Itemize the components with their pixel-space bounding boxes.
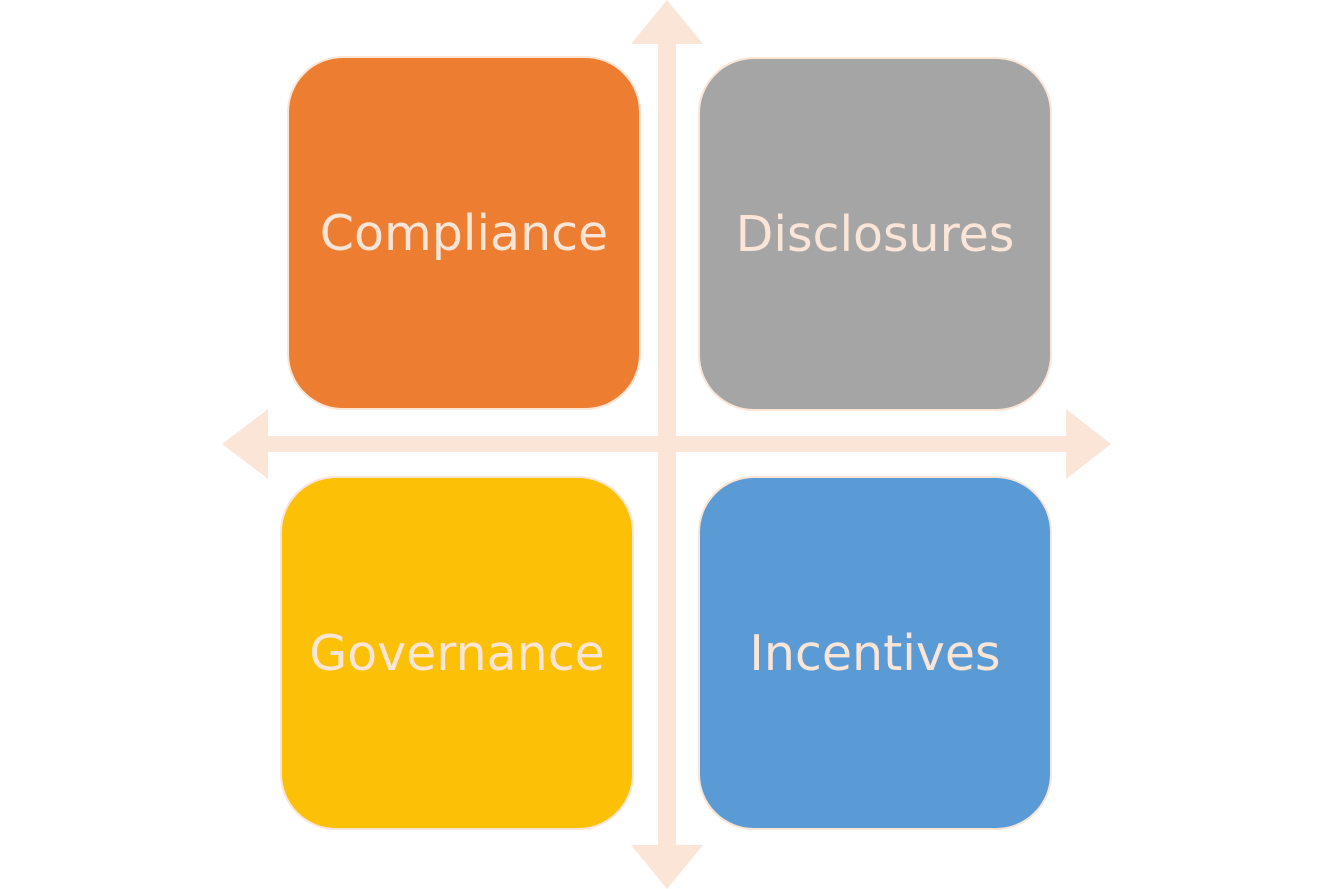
quadrant-label: Incentives	[749, 624, 1001, 682]
quadrant-label: Compliance	[319, 204, 609, 262]
quadrant-compliance: Compliance	[287, 56, 641, 410]
quadrant-label: Governance	[309, 624, 605, 682]
quadrant-label: Disclosures	[735, 205, 1015, 263]
horizontal-axis-arrow	[222, 409, 1111, 479]
quadrant-incentives: Incentives	[698, 476, 1052, 830]
quadrant-governance: Governance	[280, 476, 634, 830]
quadrant-disclosures: Disclosures	[698, 57, 1052, 411]
